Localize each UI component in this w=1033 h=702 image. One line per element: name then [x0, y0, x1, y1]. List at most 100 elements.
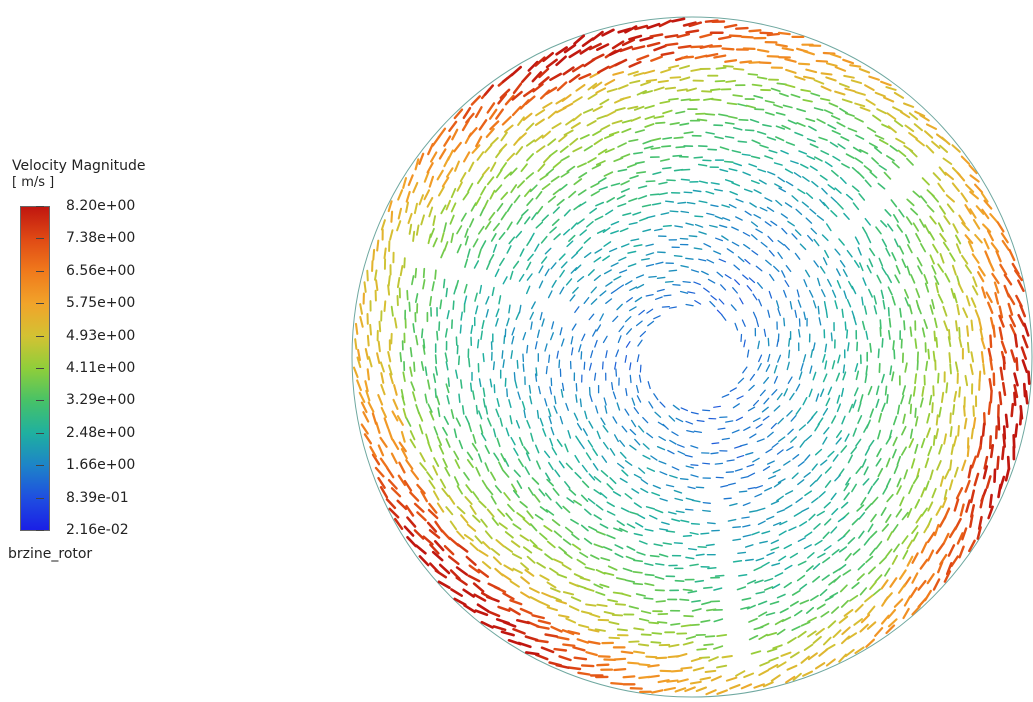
velocity-arrow: [780, 213, 788, 219]
velocity-arrow: [608, 621, 620, 626]
velocity-arrow: [844, 321, 847, 331]
velocity-arrow: [396, 499, 408, 511]
velocity-arrow: [501, 115, 512, 126]
velocity-arrow: [844, 112, 855, 117]
velocity-arrow: [1001, 445, 1005, 461]
velocity-arrow: [979, 328, 984, 341]
velocity-arrow: [857, 562, 866, 571]
velocity-arrow: [668, 306, 677, 309]
velocity-arrow: [915, 513, 923, 524]
velocity-arrow: [640, 478, 649, 485]
velocity-arrow: [831, 606, 840, 614]
velocity-arrow: [773, 365, 778, 374]
velocity-arrow: [726, 459, 735, 462]
velocity-arrow: [832, 629, 842, 639]
velocity-arrow: [696, 118, 708, 122]
velocity-arrow: [914, 338, 918, 349]
velocity-arrow: [579, 45, 593, 55]
velocity-arrow: [703, 586, 713, 589]
velocity-arrow: [568, 605, 580, 612]
velocity-arrow: [529, 232, 535, 241]
velocity-arrow: [766, 32, 781, 37]
velocity-arrow: [895, 264, 901, 275]
velocity-arrow: [505, 427, 510, 437]
velocity-arrow: [528, 587, 540, 594]
velocity-arrow: [583, 252, 592, 259]
velocity-arrow: [477, 225, 485, 235]
velocity-arrow: [424, 393, 428, 404]
velocity-arrow: [657, 679, 670, 684]
velocity-arrow: [563, 551, 573, 559]
velocity-arrow: [644, 573, 655, 577]
velocity-arrow: [1014, 423, 1019, 438]
velocity-arrow: [809, 208, 817, 215]
velocity-arrow: [387, 428, 394, 441]
velocity-arrow: [726, 248, 734, 254]
velocity-arrow: [619, 95, 631, 101]
velocity-arrow: [599, 313, 604, 322]
velocity-arrow: [406, 516, 417, 528]
velocity-arrow: [600, 557, 611, 562]
velocity-arrow: [485, 127, 495, 138]
velocity-arrow: [721, 235, 729, 241]
velocity-arrow: [814, 448, 823, 456]
velocity-arrow: [469, 382, 473, 392]
velocity-arrow: [822, 636, 832, 646]
velocity-arrow: [360, 401, 368, 414]
velocity-arrow: [664, 200, 675, 203]
velocity-arrow: [675, 145, 686, 149]
velocity-arrow: [575, 394, 578, 403]
velocity-arrow: [710, 182, 720, 185]
velocity-arrow: [810, 227, 818, 235]
velocity-arrow: [791, 625, 801, 631]
velocity-arrow: [571, 533, 580, 541]
velocity-arrow: [764, 111, 775, 116]
velocity-arrow: [835, 372, 841, 382]
velocity-arrow: [437, 580, 451, 590]
velocity-arrow: [845, 329, 849, 339]
velocity-arrow: [416, 511, 427, 522]
velocity-arrow: [872, 477, 880, 486]
velocity-arrow: [803, 643, 814, 651]
velocity-arrow: [539, 311, 543, 321]
velocity-arrow: [937, 560, 944, 574]
velocity-arrow: [1001, 239, 1010, 251]
velocity-arrow: [799, 599, 810, 605]
velocity-arrow: [864, 373, 868, 384]
velocity-arrow: [498, 143, 508, 153]
velocity-arrow: [498, 295, 502, 305]
velocity-arrow: [519, 500, 528, 509]
velocity-arrow: [972, 417, 977, 430]
velocity-arrow: [565, 118, 575, 126]
velocity-arrow: [492, 361, 495, 371]
velocity-arrow: [529, 596, 541, 603]
velocity-arrow: [570, 267, 578, 274]
velocity-arrow: [682, 280, 691, 284]
velocity-arrow: [964, 204, 972, 215]
velocity-arrow: [901, 511, 909, 521]
velocity-arrow: [509, 580, 520, 588]
velocity-arrow: [433, 457, 440, 468]
velocity-arrow: [768, 475, 777, 480]
velocity-arrow: [937, 263, 945, 273]
velocity-arrow: [740, 35, 754, 39]
velocity-arrow: [588, 313, 595, 321]
velocity-arrow: [559, 145, 569, 153]
velocity-arrow: [937, 372, 940, 384]
velocity-arrow: [610, 288, 618, 294]
velocity-arrow: [714, 188, 724, 192]
velocity-arrow: [1015, 357, 1019, 372]
velocity-arrow: [595, 504, 604, 511]
velocity-arrow: [891, 295, 896, 306]
velocity-arrow: [875, 457, 882, 467]
velocity-arrow: [492, 428, 497, 438]
velocity-arrow: [677, 450, 686, 455]
velocity-arrow: [831, 548, 840, 556]
velocity-arrow: [649, 514, 658, 520]
velocity-arrow: [534, 444, 540, 454]
velocity-arrow: [901, 385, 907, 396]
velocity-arrow: [964, 264, 973, 274]
velocity-arrow: [897, 149, 907, 158]
velocity-arrow: [628, 197, 638, 203]
velocity-arrow: [492, 243, 498, 253]
